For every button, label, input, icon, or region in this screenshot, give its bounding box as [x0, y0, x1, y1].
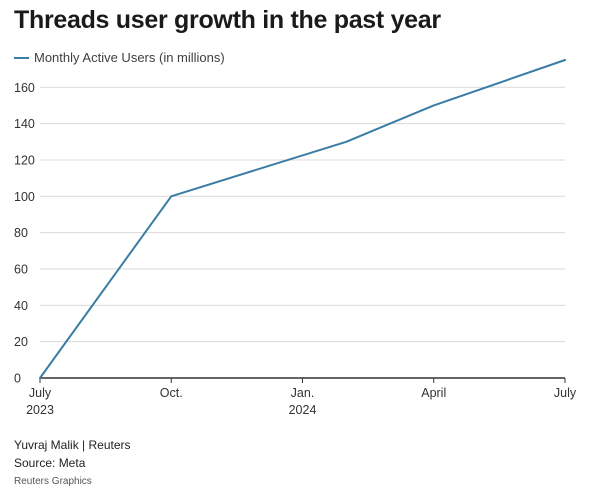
y-tick-label: 60	[14, 262, 28, 276]
y-tick-label: 120	[14, 153, 35, 167]
credit: Reuters Graphics	[14, 476, 92, 487]
legend: Monthly Active Users (in millions)	[14, 50, 225, 65]
y-axis-ticks: 0 20 40 60 80 100 120 140 160	[14, 81, 35, 386]
y-tick-label: 20	[14, 335, 28, 349]
y-tick-label: 80	[14, 226, 28, 240]
x-tick-label: Jan.	[291, 386, 315, 400]
source-note: Source: Meta	[14, 456, 86, 470]
legend-label: Monthly Active Users (in millions)	[34, 50, 225, 65]
series-layer	[39, 59, 566, 379]
y-tick-label: 160	[14, 81, 35, 95]
x-tick-label: July	[29, 386, 52, 400]
x-axis-ticks: July 2023 Oct. Jan. 2024 April July	[26, 378, 577, 417]
legend-swatch	[14, 56, 29, 59]
chart-title: Threads user growth in the past year	[14, 6, 441, 34]
y-tick-label: 40	[14, 299, 28, 313]
x-tick-label: April	[421, 386, 446, 400]
line-chart: 0 20 40 60 80 100 120 140 160 July 2023 Oct. Jan. 20…	[14, 59, 577, 417]
x-tick-year-label: 2023	[26, 403, 54, 417]
y-tick-label: 0	[14, 372, 21, 386]
byline: Yuvraj Malik | Reuters	[14, 438, 131, 452]
series-line	[39, 59, 566, 379]
gridlines	[40, 86, 565, 379]
x-tick-label: July	[554, 386, 577, 400]
x-tick-year-label: 2024	[289, 403, 317, 417]
y-tick-label: 140	[14, 117, 35, 131]
x-tick-label: Oct.	[160, 386, 183, 400]
y-tick-label: 100	[14, 190, 35, 204]
